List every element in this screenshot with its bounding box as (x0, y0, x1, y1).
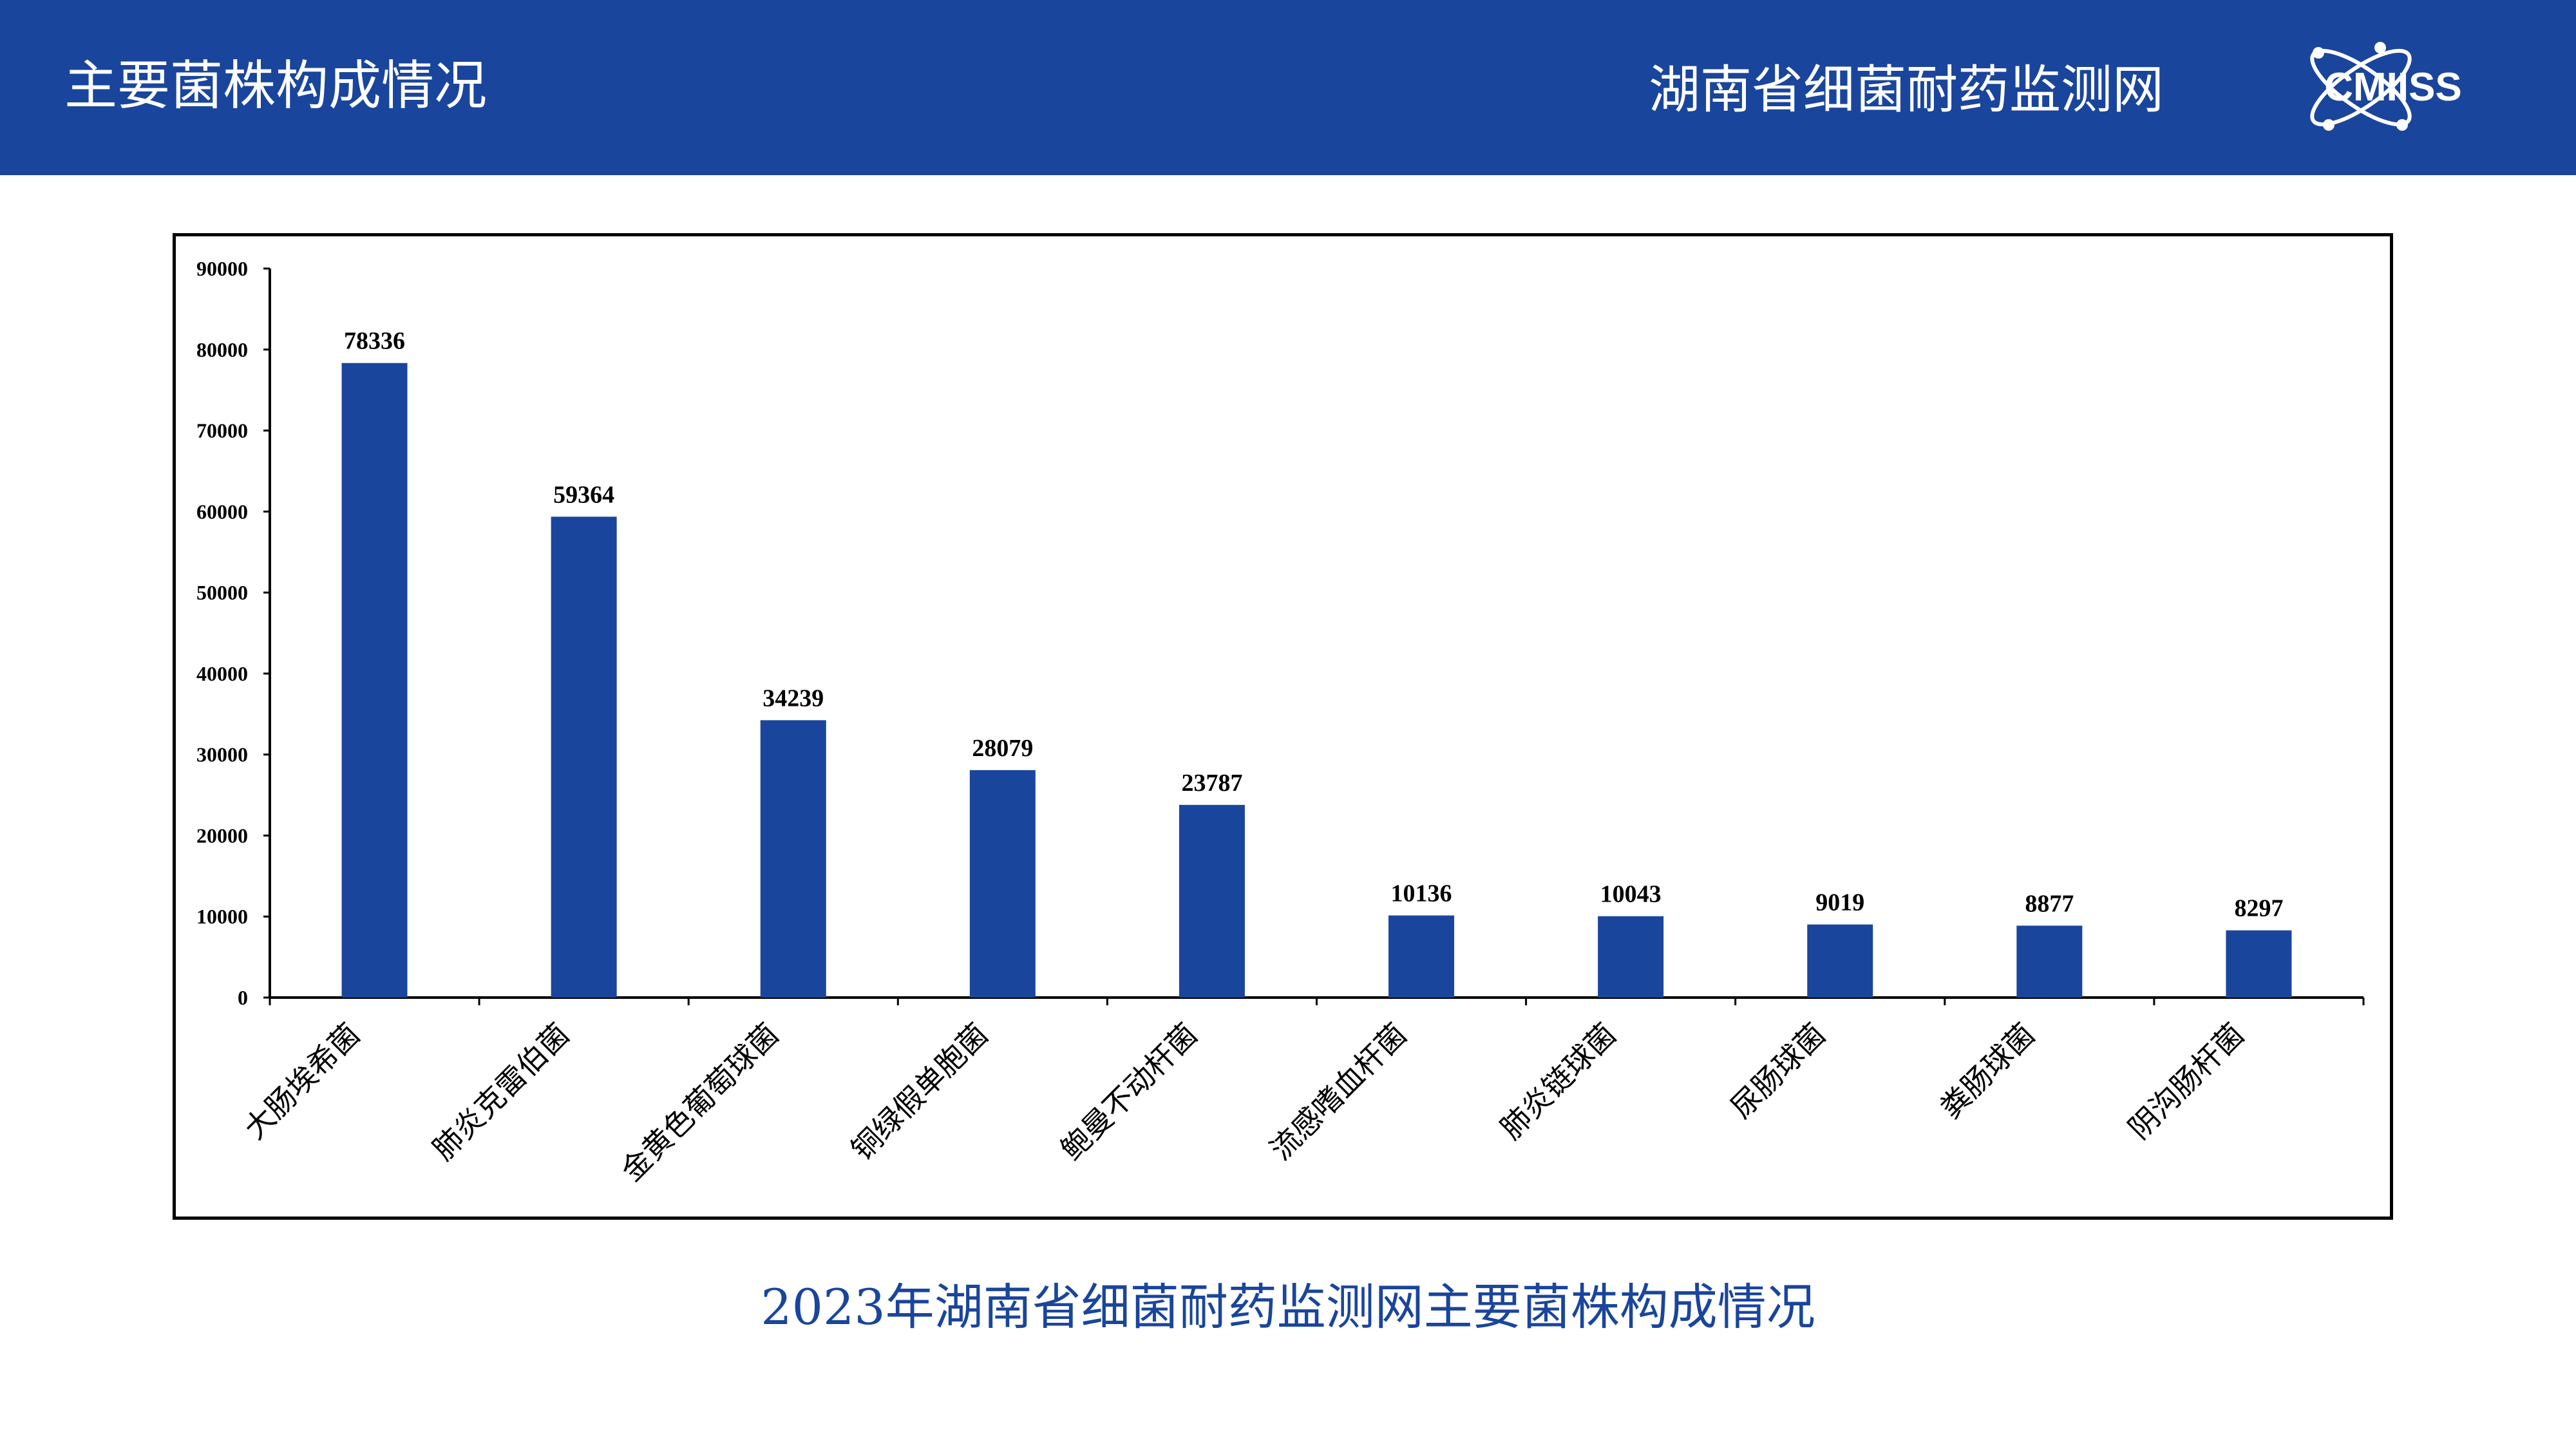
y-tick-labels: 0 10000 20000 30000 40000 50000 60000 70000 8000… (196, 257, 248, 1009)
y-tick-label: 0 (238, 986, 248, 1009)
data-label-4: 28079 (972, 735, 1033, 762)
y-tick-label: 10000 (196, 905, 248, 928)
data-label-2: 59364 (553, 481, 614, 508)
category-labels: 大肠埃希菌 肺炎克雷伯菌 金黄色葡萄球菌 铜绿假单胞菌 鲍曼不动杆菌 流感嗜血杆菌 肺炎链球… (238, 1017, 2251, 1188)
category-label-2: 肺炎克雷伯菌 (426, 1017, 576, 1167)
bar-chart: 0 10000 20000 30000 40000 50000 60000 70000 8000… (196, 257, 2365, 1188)
bar-3 (760, 720, 826, 998)
bar-6 (1388, 915, 1455, 998)
bar-1 (341, 363, 408, 998)
category-label-10: 阴沟肠杆菌 (2121, 1017, 2251, 1146)
cmiiss-logo: CMIISS (2310, 42, 2462, 131)
y-tick-label: 20000 (196, 824, 248, 847)
bar-5 (1179, 804, 1245, 998)
y-tick-label: 30000 (196, 743, 248, 766)
data-label-5: 23787 (1181, 770, 1242, 797)
page-title: 主要菌株构成情况 (64, 55, 488, 117)
y-tick-label: 40000 (196, 662, 248, 685)
data-label-10: 8297 (2234, 895, 2283, 922)
category-label-1: 大肠埃希菌 (238, 1017, 367, 1146)
y-tick-label: 80000 (196, 338, 248, 361)
data-label-1: 78336 (344, 328, 405, 355)
chart-frame: 0 10000 20000 30000 40000 50000 60000 70000 8000… (173, 233, 2393, 1220)
data-label-8: 9019 (1815, 889, 1864, 916)
y-tick-label: 90000 (196, 257, 248, 280)
category-label-5: 鲍曼不动杆菌 (1054, 1017, 1204, 1167)
category-label-6: 流感嗜血杆菌 (1263, 1017, 1413, 1167)
network-name: 湖南省细菌耐药监测网 (1649, 60, 2164, 120)
data-label-9: 8877 (2025, 890, 2074, 917)
y-tick-label: 60000 (196, 500, 248, 523)
data-label-3: 34239 (762, 685, 824, 712)
bar-2 (551, 516, 617, 998)
y-tick-label: 50000 (196, 581, 248, 604)
category-label-3: 金黄色葡萄球菌 (614, 1017, 786, 1188)
bar-9 (2016, 925, 2083, 998)
chart-axes (263, 267, 2365, 1005)
bar-10 (2226, 930, 2292, 998)
category-label-8: 尿肠球菌 (1724, 1017, 1832, 1125)
bars (341, 363, 2292, 998)
data-labels: 78336 59364 34239 28079 23787 10136 10043 9019 8… (344, 328, 2283, 922)
bar-8 (1807, 924, 1873, 998)
category-label-9: 粪肠球菌 (1933, 1017, 2041, 1125)
logo-text: CMIISS (2324, 65, 2462, 109)
chart-caption: 2023年湖南省细菌耐药监测网主要菌株构成情况 (761, 1278, 1815, 1336)
bar-7 (1598, 916, 1664, 998)
bar-4 (969, 770, 1036, 998)
category-label-4: 铜绿假单胞菌 (844, 1017, 994, 1167)
data-label-6: 10136 (1391, 880, 1452, 907)
header-bar: 主要菌株构成情况 湖南省细菌耐药监测网 CMIISS (0, 0, 2576, 175)
data-label-7: 10043 (1600, 881, 1662, 908)
y-tick-label: 70000 (196, 419, 248, 442)
category-label-7: 肺炎链球菌 (1493, 1017, 1623, 1146)
